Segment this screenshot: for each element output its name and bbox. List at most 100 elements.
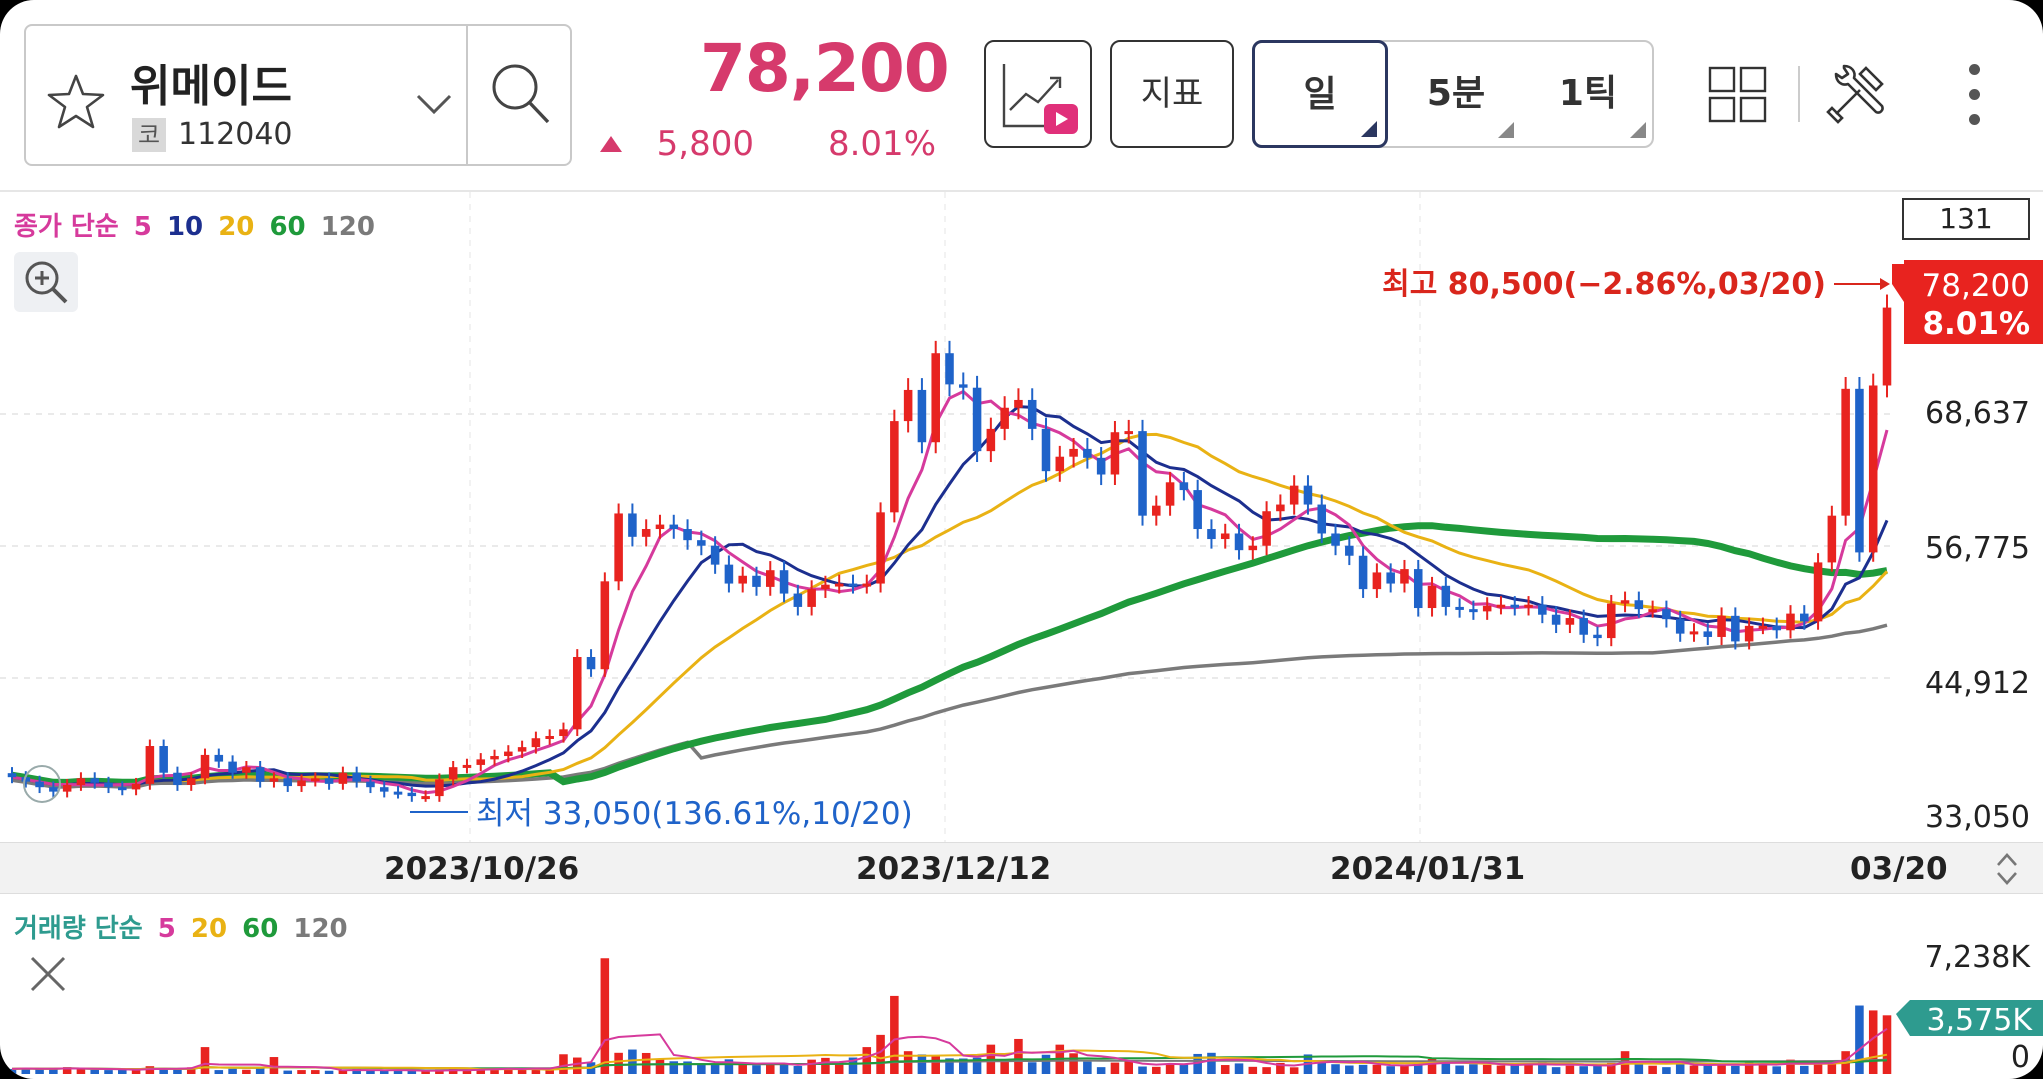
volume-bar: [669, 1061, 679, 1074]
volume-bar: [917, 1054, 927, 1074]
volume-bar: [1413, 1062, 1423, 1074]
chevron-down-icon[interactable]: [410, 84, 458, 124]
candle-body: [531, 738, 541, 748]
more-vertical-icon[interactable]: [1968, 64, 1982, 126]
volume-tag-value: 3,575K: [1926, 1003, 2033, 1038]
period-selector: 일 5분 1틱: [1252, 40, 1654, 148]
volume-bar: [297, 1070, 306, 1074]
stock-selector[interactable]: 위메이드 코 112040: [24, 24, 572, 166]
vol-ma-60: 60: [242, 914, 279, 944]
candle-body: [738, 575, 747, 584]
volume-bar: [1882, 1015, 1892, 1074]
candle-count[interactable]: 131: [1902, 198, 2030, 240]
ma-legend[interactable]: 종가 단순 5 10 20 60 120: [14, 206, 381, 243]
candle-body: [1538, 604, 1547, 615]
search-button[interactable]: [468, 26, 572, 164]
ma-10-line: [11, 405, 1889, 788]
candle-body: [421, 796, 430, 800]
volume-bar: [62, 1067, 72, 1074]
price-tag-shape: [1892, 260, 2043, 344]
candle-body: [1179, 482, 1189, 491]
period-tick-button[interactable]: 1틱: [1522, 42, 1654, 146]
volume-bar: [1372, 1064, 1382, 1074]
volume-bar: [1331, 1064, 1340, 1074]
volume-legend[interactable]: 거래량 단순 5 20 60 120: [14, 908, 354, 945]
volume-bar: [1014, 1038, 1023, 1074]
volume-bar: [283, 1070, 293, 1074]
volume-bar: [1317, 1060, 1327, 1074]
y-tick-label: 68,637: [1925, 396, 2030, 431]
volume-bar: [1083, 1061, 1092, 1074]
candle-body: [338, 772, 348, 784]
volume-bar: [49, 1068, 58, 1074]
candle-body: [173, 772, 182, 785]
candle-body: [1027, 399, 1037, 429]
candle-body: [600, 581, 610, 670]
volume-bar: [35, 1069, 44, 1074]
candle-body: [1648, 609, 1657, 613]
candle-body: [379, 787, 389, 792]
candle-body: [559, 729, 568, 737]
candle-body: [1620, 600, 1630, 604]
volume-bar: [752, 1065, 761, 1074]
volume-bar: [1800, 1065, 1809, 1074]
period-day-button[interactable]: 일: [1252, 40, 1388, 148]
candle-body: [1372, 572, 1382, 590]
scroll-arrows-icon[interactable]: [1992, 849, 2022, 889]
candle-body: [697, 540, 706, 546]
divider: [1798, 66, 1800, 122]
volume-bar: [1027, 1062, 1037, 1074]
candle-body: [1593, 634, 1602, 639]
dropdown-corner-icon: [1361, 121, 1377, 137]
ma-20: 20: [218, 212, 255, 242]
candle-body: [945, 353, 954, 385]
divider: [466, 26, 468, 164]
date-axis[interactable]: 2023/10/26 2023/12/12 2024/01/31 03/20: [0, 842, 2043, 894]
chart-video-button[interactable]: [984, 40, 1092, 148]
candle-body: [1634, 600, 1644, 610]
candle-body: [765, 570, 775, 587]
vol-ma-5-line: [11, 1027, 1888, 1072]
candle-body: [228, 761, 237, 773]
candle-body: [641, 529, 651, 537]
candle-body: [586, 656, 596, 670]
volume-bar: [1827, 1061, 1837, 1074]
volume-bar: [1648, 1065, 1657, 1074]
volume-bar: [724, 1059, 734, 1074]
volume-bar: [572, 1057, 582, 1074]
candle-body: [1276, 504, 1285, 512]
price-chart[interactable]: 최고 80,500(−2.86%,03/20) 최저 33,050(136.61%…: [0, 192, 2043, 842]
candle-body: [462, 764, 472, 768]
candle-body: [1744, 625, 1754, 642]
tools-icon[interactable]: [1826, 62, 1888, 124]
volume-bar: [1207, 1052, 1216, 1074]
layout-grid-icon[interactable]: [1708, 66, 1768, 124]
candle-body: [1083, 448, 1092, 458]
volume-bar: [366, 1070, 375, 1074]
volume-bar: [1345, 1065, 1354, 1074]
candle-body: [959, 384, 968, 388]
candle-body: [669, 524, 679, 530]
volume-bar: [1634, 1063, 1644, 1074]
indicator-button[interactable]: 지표: [1110, 40, 1234, 148]
candle-body: [1786, 613, 1795, 631]
divider: [0, 190, 2043, 192]
volume-bar: [490, 1068, 499, 1074]
dropdown-corner-icon: [1630, 122, 1646, 138]
volume-chart[interactable]: 3,575K: [0, 894, 2043, 1079]
search-icon: [492, 64, 550, 124]
volume-bar: [683, 1061, 692, 1074]
candle-body: [297, 780, 306, 787]
zoom-button[interactable]: [14, 252, 78, 312]
volume-max-label: 7,238K: [1924, 940, 2030, 975]
date-label: 03/20: [1850, 851, 1948, 887]
period-5min-button[interactable]: 5분: [1390, 42, 1522, 146]
favorite-star-icon[interactable]: [46, 72, 106, 132]
close-icon[interactable]: [18, 952, 78, 1002]
volume-bar: [242, 1069, 251, 1074]
candle-body: [145, 746, 155, 784]
high-annotation: 최고 80,500(−2.86%,03/20): [1382, 267, 1826, 302]
volume-bar: [1276, 1062, 1285, 1074]
ma-120: 120: [320, 212, 375, 242]
volume-bar: [1469, 1064, 1478, 1074]
